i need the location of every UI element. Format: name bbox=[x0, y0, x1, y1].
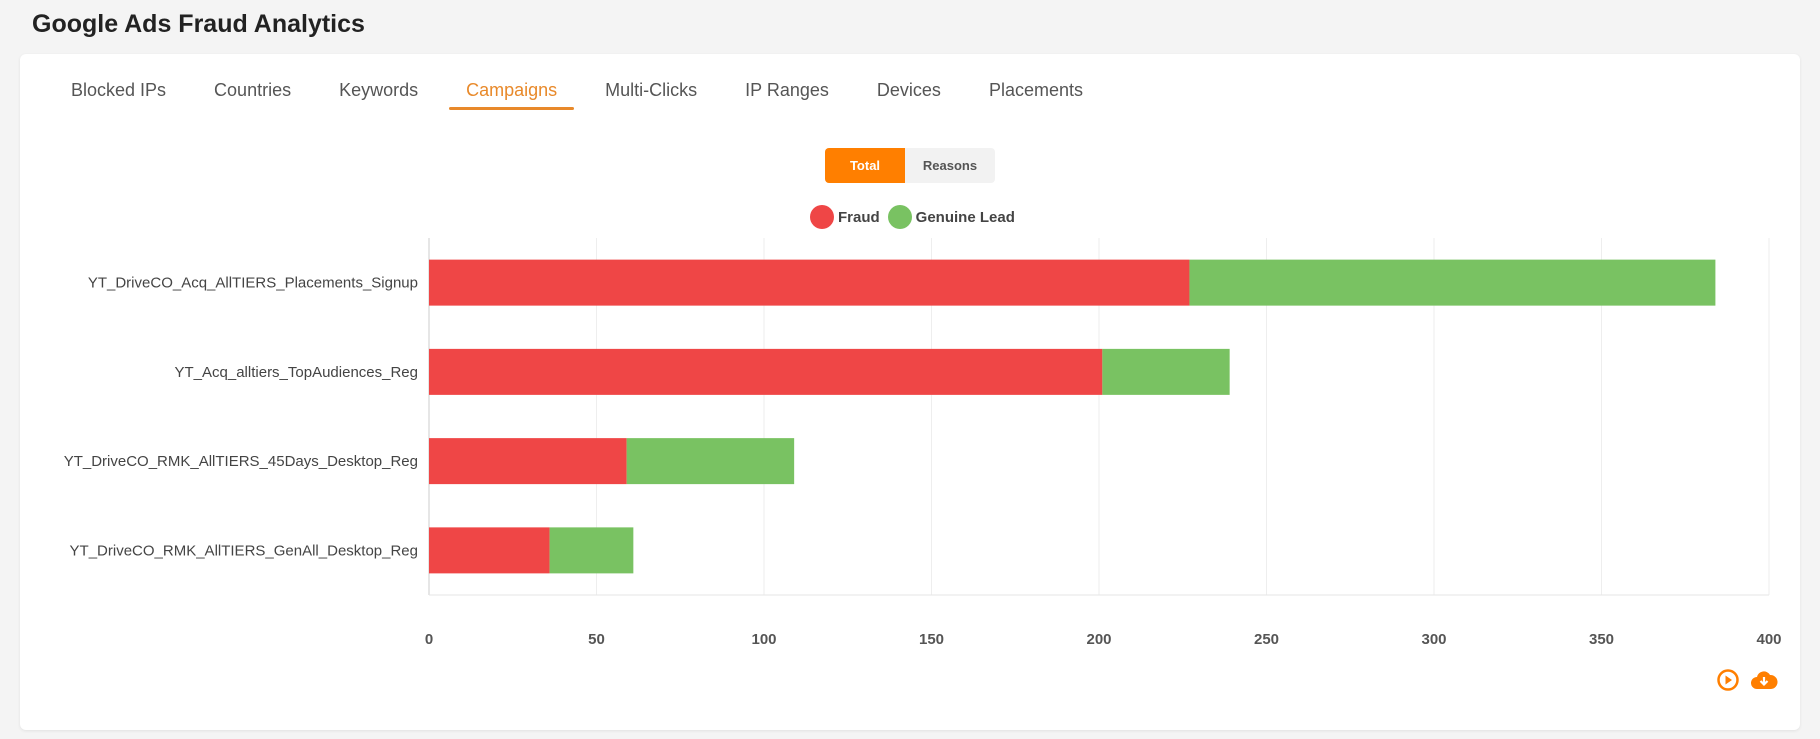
bar-fraud[interactable] bbox=[429, 259, 1190, 306]
tab-keywords[interactable]: Keywords bbox=[339, 80, 419, 100]
tab-bar: Blocked IPs Countries Keywords Campaigns Mul… bbox=[54, 74, 1114, 110]
legend-item-genuine-lead[interactable]: Genuine Lead bbox=[887, 205, 1015, 229]
bar-fraud[interactable] bbox=[429, 348, 1103, 395]
play-circle-icon[interactable] bbox=[1716, 668, 1740, 697]
tab-blocked-ips[interactable]: Blocked IPs bbox=[71, 80, 167, 100]
x-tick-label: 50 bbox=[588, 631, 605, 648]
bar-genuine-lead[interactable] bbox=[626, 438, 795, 485]
tab-countries[interactable]: Countries bbox=[214, 80, 292, 100]
bar-fraud[interactable] bbox=[429, 438, 627, 485]
genuine-swatch-icon bbox=[887, 205, 912, 229]
x-tick-label: 350 bbox=[1589, 631, 1614, 648]
legend-label: Genuine Lead bbox=[915, 208, 1015, 226]
category-label: YT_DriveCO_RMK_AllTIERS_45Days_Desktop_R… bbox=[64, 453, 418, 470]
tab-devices[interactable]: Devices bbox=[876, 80, 941, 100]
x-tick-label: 0 bbox=[425, 631, 433, 648]
chart-legend: Fraud Genuine Lead bbox=[810, 205, 1023, 229]
x-tick-label: 200 bbox=[1086, 631, 1111, 648]
toggle-total-button[interactable]: Total bbox=[825, 148, 905, 183]
bar-genuine-lead[interactable] bbox=[1102, 348, 1230, 395]
category-label: YT_DriveCO_RMK_AllTIERS_GenAll_Desktop_R… bbox=[70, 542, 418, 559]
x-tick-label: 300 bbox=[1421, 631, 1446, 648]
tab-campaigns[interactable]: Campaigns bbox=[449, 74, 575, 110]
view-toggle: Total Reasons bbox=[825, 148, 995, 183]
page-title: Google Ads Fraud Analytics bbox=[32, 10, 365, 38]
x-tick-label: 250 bbox=[1254, 631, 1279, 648]
tab-placements[interactable]: Placements bbox=[988, 80, 1083, 100]
tab-multi-clicks[interactable]: Multi-Clicks bbox=[605, 80, 698, 100]
category-label: YT_Acq_alltiers_TopAudiences_Reg bbox=[175, 364, 418, 381]
bar-fraud[interactable] bbox=[429, 527, 550, 574]
chart-actions bbox=[1716, 668, 1778, 697]
x-tick-label: 400 bbox=[1756, 631, 1781, 648]
legend-item-fraud[interactable]: Fraud bbox=[810, 205, 880, 229]
tab-ip-ranges[interactable]: IP Ranges bbox=[745, 80, 829, 100]
x-tick-label: 150 bbox=[919, 631, 944, 648]
bar-genuine-lead[interactable] bbox=[1189, 259, 1716, 306]
category-label: YT_DriveCO_Acq_AllTIERS_Placements_Signu… bbox=[88, 275, 418, 292]
bar-genuine-lead[interactable] bbox=[549, 527, 634, 574]
fraud-swatch-icon bbox=[810, 205, 834, 229]
x-tick-label: 100 bbox=[751, 631, 776, 648]
cloud-download-icon[interactable] bbox=[1750, 668, 1778, 697]
toggle-reasons-button[interactable]: Reasons bbox=[922, 158, 978, 173]
legend-label: Fraud bbox=[838, 208, 880, 226]
